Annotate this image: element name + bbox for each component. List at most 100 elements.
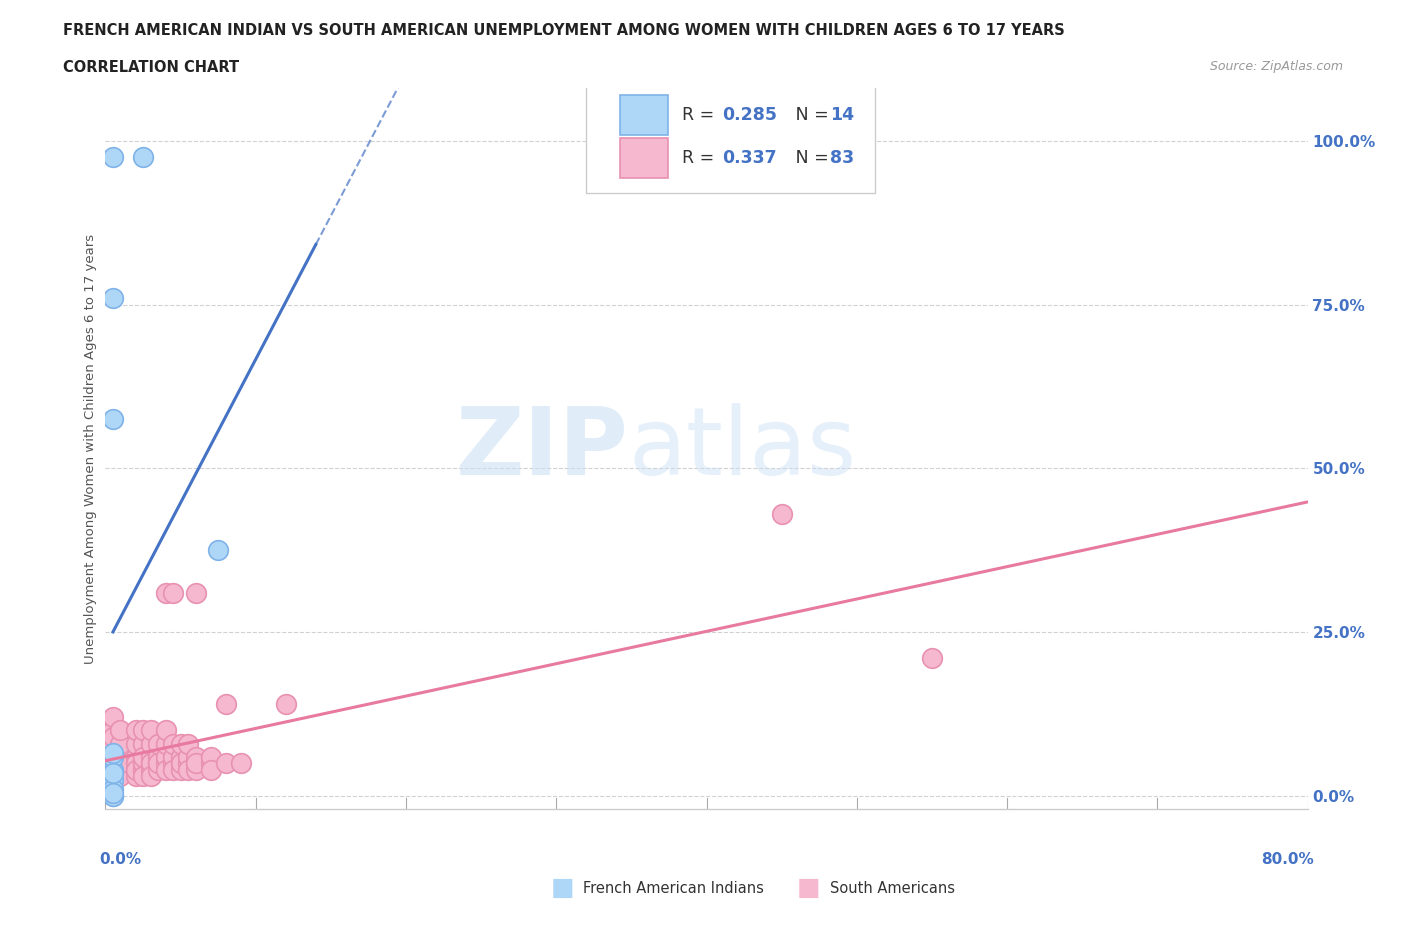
Point — [200, 763, 222, 777]
Point — [110, 763, 132, 777]
Point — [132, 756, 155, 771]
Point — [101, 739, 124, 754]
Point — [132, 150, 155, 165]
Point — [110, 750, 132, 764]
Point — [169, 756, 191, 771]
Text: ■: ■ — [797, 876, 820, 900]
Point — [184, 756, 207, 771]
Point — [155, 750, 177, 764]
Point — [101, 752, 124, 767]
Point — [162, 586, 184, 601]
Point — [101, 750, 124, 764]
Point — [124, 737, 146, 751]
Point — [200, 756, 222, 771]
Point — [124, 756, 146, 771]
Point — [214, 756, 236, 771]
Point — [139, 750, 162, 764]
Point — [101, 765, 124, 780]
Point — [132, 756, 155, 771]
Point — [101, 772, 124, 787]
Point — [770, 507, 793, 522]
Point — [155, 756, 177, 771]
Point — [139, 737, 162, 751]
Point — [139, 756, 162, 771]
Point — [101, 750, 124, 764]
Text: French American Indians: French American Indians — [583, 881, 765, 896]
Point — [101, 789, 124, 804]
Point — [101, 785, 124, 800]
Text: 0.337: 0.337 — [723, 149, 776, 167]
Text: CORRELATION CHART: CORRELATION CHART — [63, 60, 239, 75]
Point — [101, 746, 124, 761]
Point — [229, 756, 252, 771]
Point — [214, 697, 236, 711]
Text: N =: N = — [779, 106, 834, 124]
Point — [101, 412, 124, 427]
Point — [155, 723, 177, 737]
Point — [110, 763, 132, 777]
Text: 83: 83 — [831, 149, 855, 167]
Text: 0.0%: 0.0% — [100, 852, 142, 868]
Point — [110, 756, 132, 771]
Point — [139, 763, 162, 777]
Point — [101, 756, 124, 771]
Point — [101, 729, 124, 744]
Text: R =: R = — [682, 149, 720, 167]
Point — [274, 697, 297, 711]
Point — [124, 723, 146, 737]
Point — [124, 763, 146, 777]
Point — [184, 763, 207, 777]
Point — [101, 290, 124, 305]
Point — [177, 763, 200, 777]
Point — [162, 737, 184, 751]
Point — [155, 586, 177, 601]
Point — [169, 763, 191, 777]
Point — [146, 756, 169, 771]
Point — [101, 763, 124, 777]
Point — [169, 756, 191, 771]
FancyBboxPatch shape — [620, 139, 668, 178]
Point — [177, 756, 200, 771]
FancyBboxPatch shape — [586, 85, 875, 193]
Text: atlas: atlas — [628, 403, 856, 495]
Text: 80.0%: 80.0% — [1261, 852, 1313, 868]
Text: ■: ■ — [551, 876, 574, 900]
Point — [110, 723, 132, 737]
Y-axis label: Unemployment Among Women with Children Ages 6 to 17 years: Unemployment Among Women with Children A… — [84, 233, 97, 664]
Point — [101, 710, 124, 724]
Text: N =: N = — [779, 149, 834, 167]
Point — [184, 756, 207, 771]
Point — [110, 769, 132, 784]
Text: 0.285: 0.285 — [723, 106, 778, 124]
Point — [101, 723, 124, 737]
Text: 14: 14 — [831, 106, 855, 124]
Point — [139, 723, 162, 737]
Point — [132, 737, 155, 751]
Text: FRENCH AMERICAN INDIAN VS SOUTH AMERICAN UNEMPLOYMENT AMONG WOMEN WITH CHILDREN : FRENCH AMERICAN INDIAN VS SOUTH AMERICAN… — [63, 23, 1064, 38]
Point — [101, 789, 124, 804]
Point — [169, 750, 191, 764]
Point — [110, 756, 132, 771]
Point — [124, 763, 146, 777]
Point — [101, 763, 124, 777]
Point — [184, 586, 207, 601]
Point — [101, 737, 124, 751]
Point — [124, 769, 146, 784]
Point — [139, 769, 162, 784]
Point — [139, 756, 162, 771]
Point — [146, 750, 169, 764]
Point — [132, 769, 155, 784]
FancyBboxPatch shape — [620, 95, 668, 135]
Point — [132, 750, 155, 764]
Point — [177, 737, 200, 751]
Point — [177, 750, 200, 764]
Point — [921, 651, 943, 666]
Text: South Americans: South Americans — [830, 881, 955, 896]
Point — [146, 756, 169, 771]
Point — [155, 763, 177, 777]
Point — [200, 750, 222, 764]
Point — [124, 750, 146, 764]
Point — [162, 756, 184, 771]
Text: R =: R = — [682, 106, 720, 124]
Point — [169, 737, 191, 751]
